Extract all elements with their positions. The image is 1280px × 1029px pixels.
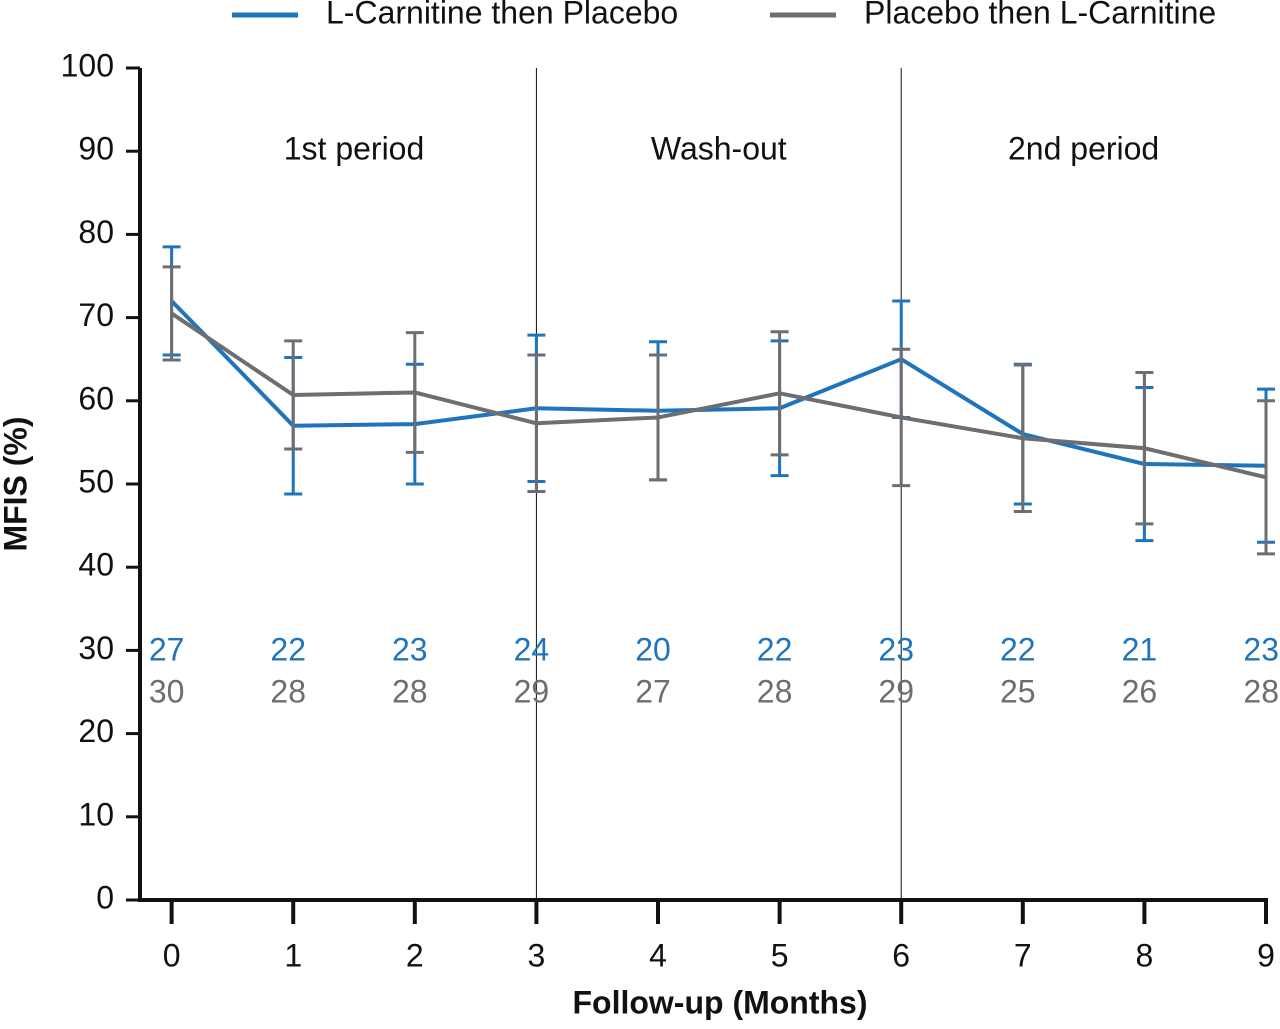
x-tick-label: 4 (649, 937, 667, 973)
x-axis-label: Follow-up (Months) (572, 984, 867, 1020)
n-count: 22 (757, 631, 793, 667)
series-line (170, 311, 1267, 480)
n-count: 26 (1122, 673, 1158, 709)
n-count: 28 (757, 673, 793, 709)
n-count: 28 (270, 673, 306, 709)
period-label: 2nd period (1008, 131, 1159, 167)
n-count: 21 (1122, 631, 1158, 667)
x-tick-label: 8 (1136, 937, 1154, 973)
x-tick-label: 2 (406, 937, 424, 973)
n-count: 29 (878, 673, 914, 709)
period-label: 1st period (284, 131, 425, 167)
y-tick-label: 10 (78, 796, 114, 832)
n-count: 30 (149, 673, 185, 709)
n-count: 27 (149, 631, 185, 667)
n-count: 24 (514, 631, 550, 667)
n-count: 28 (392, 673, 428, 709)
n-count: 20 (635, 631, 671, 667)
y-tick-label: 100 (61, 47, 114, 83)
x-tick-label: 1 (284, 937, 302, 973)
series-line (170, 299, 1267, 468)
y-tick-label: 60 (78, 380, 114, 416)
y-tick-label: 30 (78, 630, 114, 666)
legend-label: Placebo then L-Carnitine (864, 0, 1216, 30)
n-count: 23 (1243, 631, 1279, 667)
period-label: Wash-out (651, 131, 787, 167)
y-tick-label: 90 (78, 131, 114, 167)
n-count: 25 (1000, 673, 1036, 709)
y-tick-label: 70 (78, 297, 114, 333)
legend-label: L-Carnitine then Placebo (326, 0, 678, 30)
x-tick-label: 7 (1014, 937, 1032, 973)
n-count: 29 (514, 673, 550, 709)
y-tick-label: 50 (78, 463, 114, 499)
y-axis-label: MFIS (%) (0, 416, 33, 551)
x-tick-label: 5 (771, 937, 789, 973)
n-count: 22 (270, 631, 306, 667)
y-tick-label: 0 (96, 879, 114, 915)
y-tick-label: 40 (78, 547, 114, 583)
n-count: 27 (635, 673, 671, 709)
y-tick-label: 80 (78, 214, 114, 250)
x-tick-label: 3 (528, 937, 546, 973)
y-tick-label: 20 (78, 713, 114, 749)
x-tick-label: 0 (163, 937, 181, 973)
n-count: 23 (392, 631, 428, 667)
x-tick-label: 6 (892, 937, 910, 973)
n-count: 23 (878, 631, 914, 667)
n-count: 28 (1243, 673, 1279, 709)
n-count: 22 (1000, 631, 1036, 667)
x-tick-label: 9 (1257, 937, 1275, 973)
